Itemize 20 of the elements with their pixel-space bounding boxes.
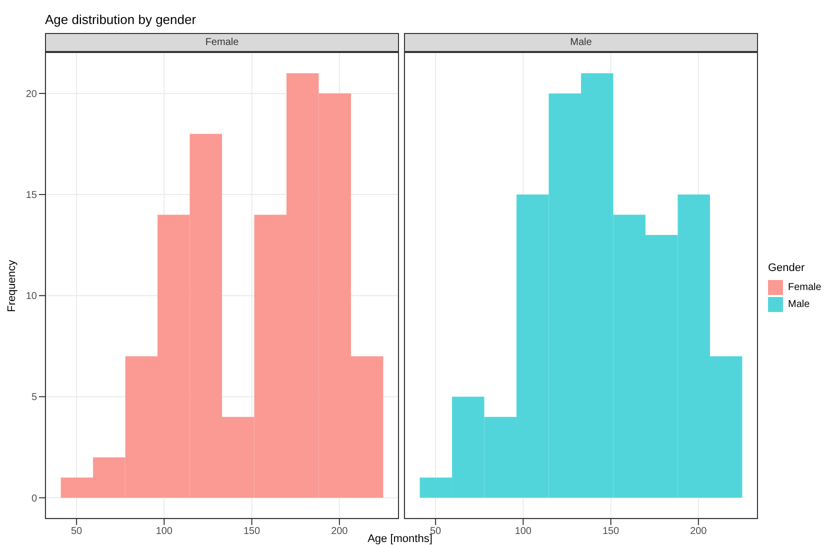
y-axis-title: Frequency xyxy=(6,260,18,312)
y-tick-label: 20 xyxy=(26,88,38,100)
y-tick-label: 0 xyxy=(31,493,38,504)
x-tick-label: 200 xyxy=(331,526,348,538)
x-tick-label: 150 xyxy=(243,526,261,538)
y-tick-label: 10 xyxy=(26,291,38,302)
x-tick-label: 50 xyxy=(70,526,83,538)
chart-subtitle: Male xyxy=(404,33,758,52)
x-axis-title: Age [months] xyxy=(368,533,432,545)
x-tick-label: 100 xyxy=(514,526,532,538)
chart-subtitle: Female xyxy=(45,33,399,52)
legend-title: Gender xyxy=(768,262,805,274)
x-tick-label: 100 xyxy=(156,526,173,538)
legend-label: Male xyxy=(788,299,810,310)
legend-label: Female xyxy=(788,282,822,293)
chart-title: Age distribution by gender xyxy=(45,12,196,27)
x-tick-label: 200 xyxy=(690,526,708,538)
y-tick-label: 5 xyxy=(31,392,38,404)
y-tick-label: 15 xyxy=(26,190,38,202)
x-tick-label: 150 xyxy=(602,526,620,538)
